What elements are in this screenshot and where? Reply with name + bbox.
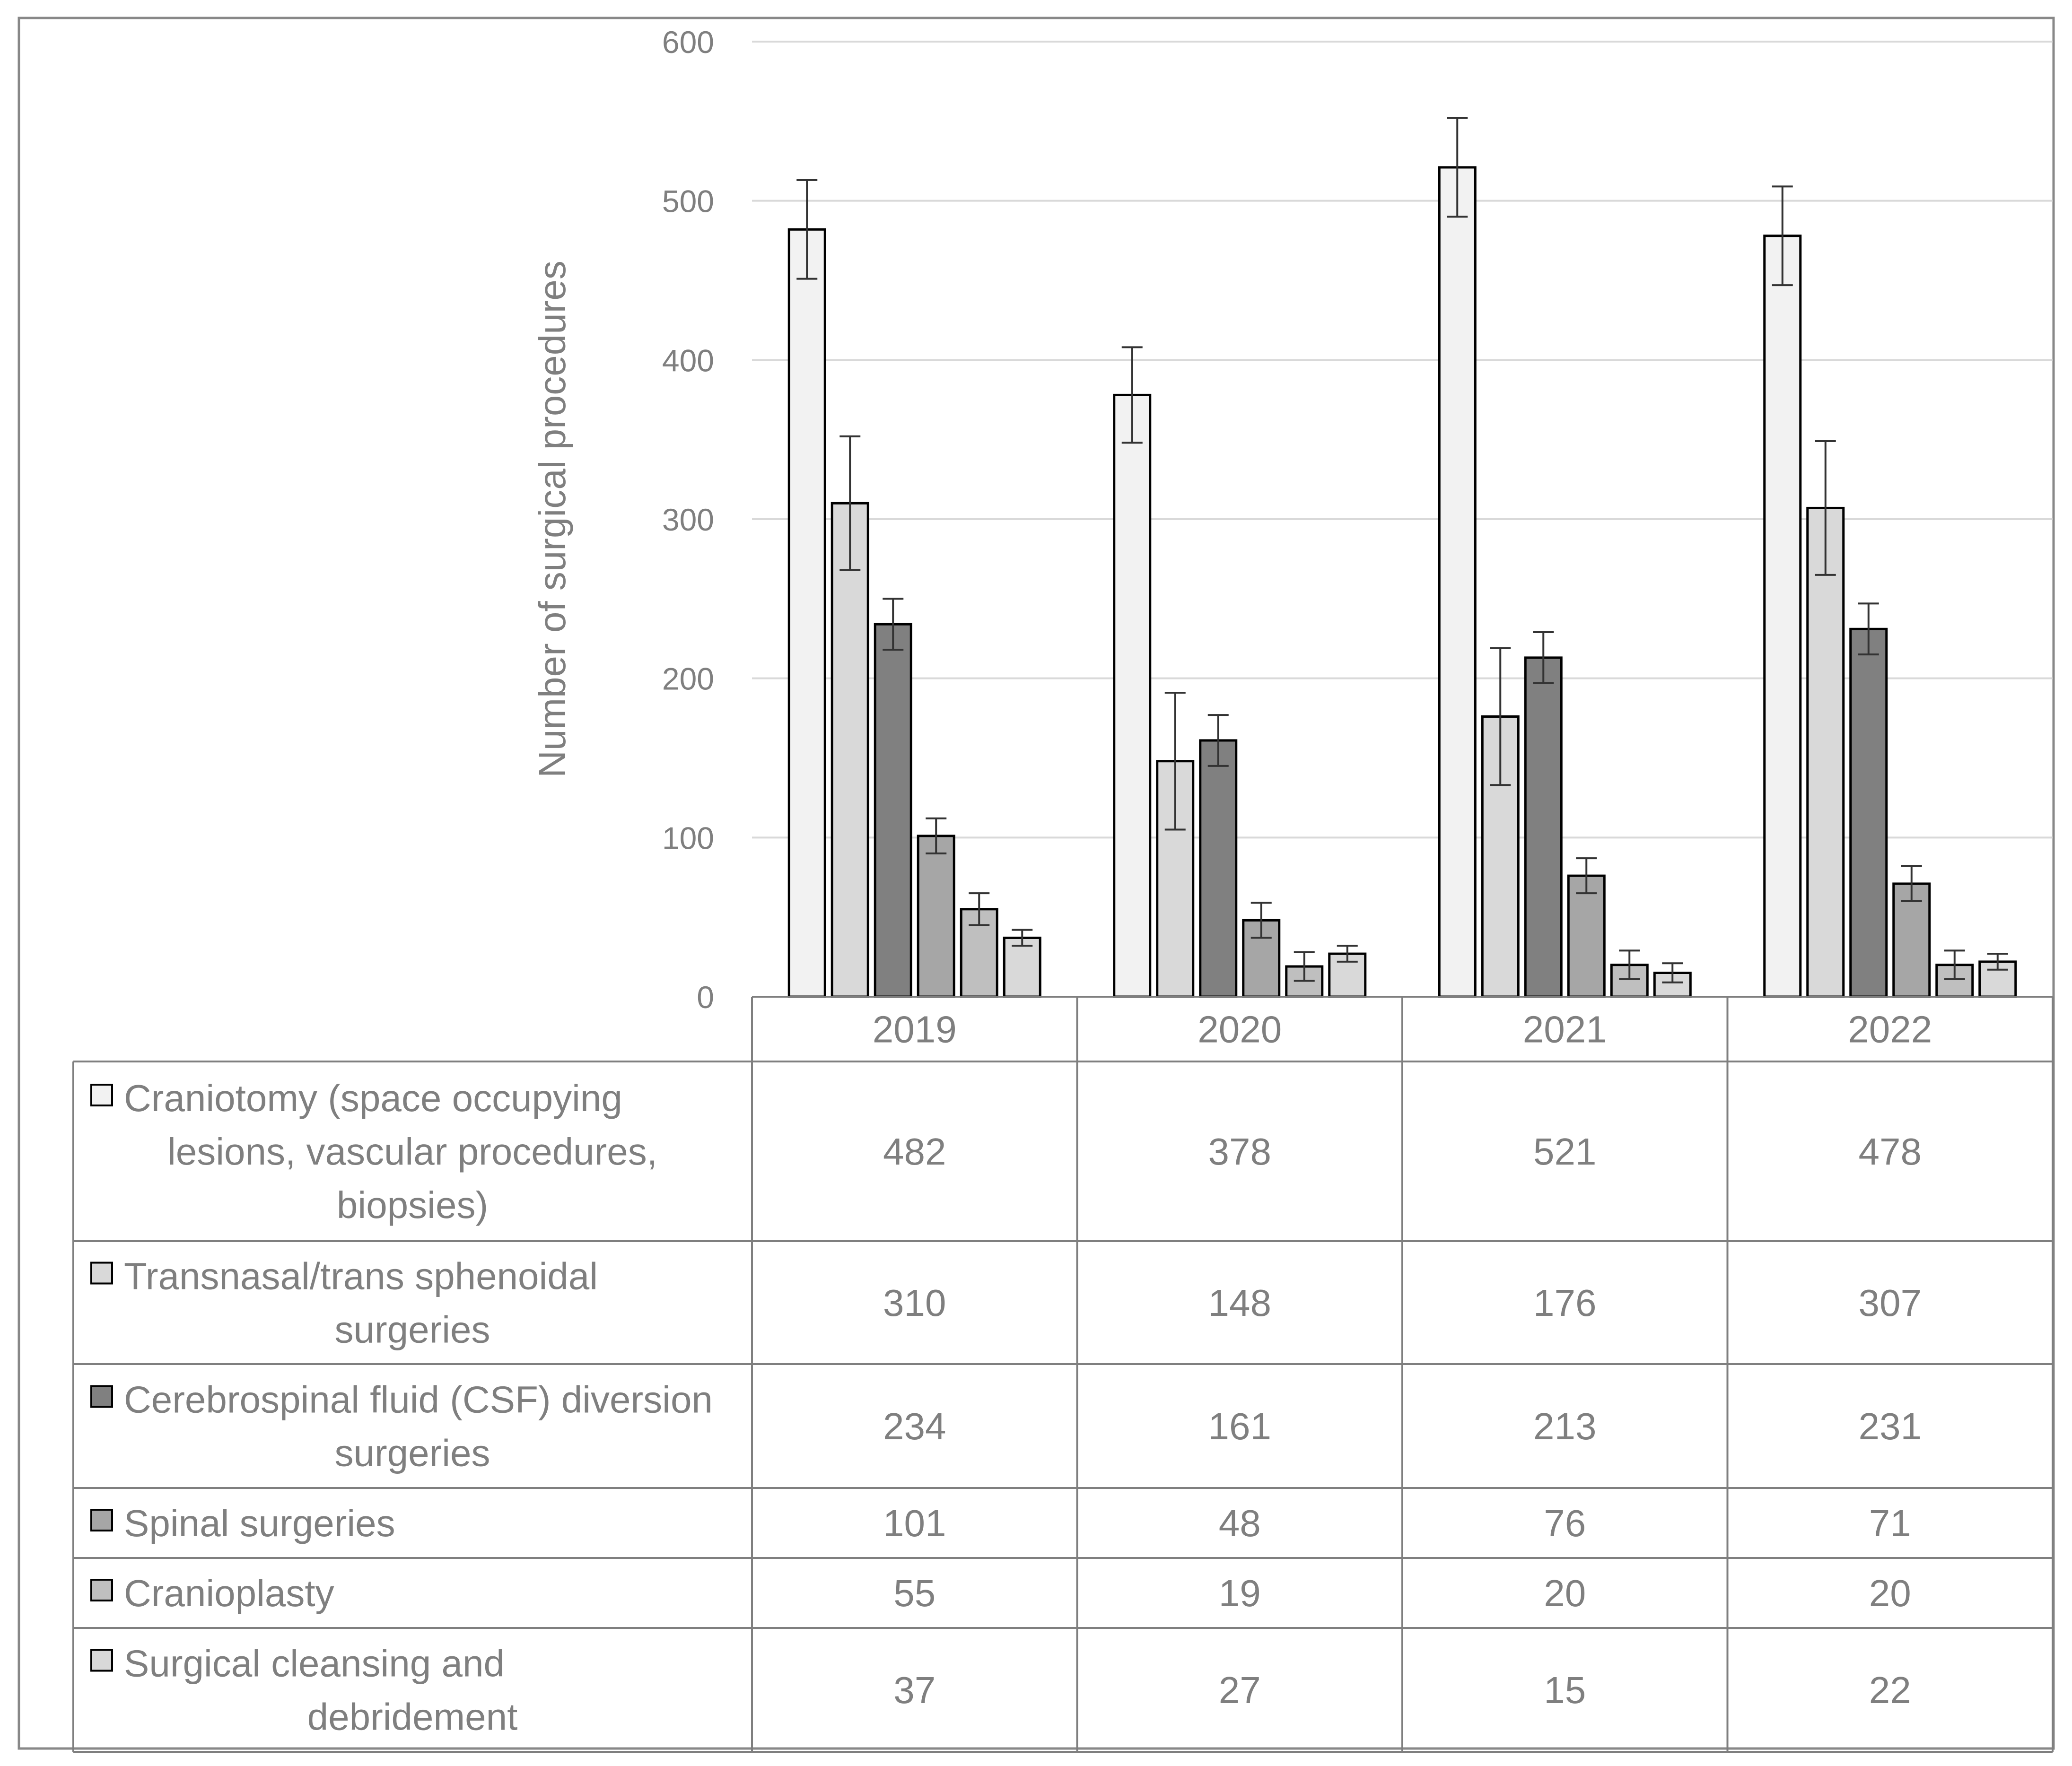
legend-swatch — [90, 1261, 113, 1285]
legend-swatch — [90, 1509, 113, 1531]
bar — [1567, 874, 1606, 998]
y-tick-label: 100 — [662, 820, 714, 855]
y-axis: 0 100 200 300 400 500 600 Number of surgical pr… — [531, 25, 714, 1015]
legend-label: Spinal surgeries — [124, 1502, 395, 1544]
legend-swatch — [90, 1579, 113, 1601]
table-value: 307 — [1859, 1282, 1922, 1324]
table-value: 521 — [1533, 1131, 1596, 1173]
legend-swatch — [90, 1084, 113, 1106]
legend-label: Craniotomy (space occupying — [124, 1077, 622, 1119]
bars — [787, 166, 2017, 998]
table-value: 20 — [1869, 1572, 1911, 1614]
y-tick-label: 600 — [662, 25, 714, 60]
x-category-label: 2019 — [873, 1009, 957, 1051]
legend-swatch — [90, 1385, 113, 1408]
x-category-label: 2020 — [1198, 1009, 1282, 1051]
legend-label: Transnasal/trans sphenoidal — [124, 1255, 598, 1297]
table-value: 213 — [1533, 1405, 1596, 1447]
chart-frame — [17, 17, 2055, 1750]
bar — [1806, 506, 1845, 998]
bar — [1524, 656, 1563, 998]
y-tick-label: 0 — [697, 980, 714, 1015]
x-category-label: 2022 — [1848, 1009, 1932, 1051]
y-tick-label: 500 — [662, 184, 714, 219]
table-value: 148 — [1208, 1282, 1271, 1324]
y-tick-label: 400 — [662, 343, 714, 378]
table-value: 20 — [1544, 1572, 1586, 1614]
table-value: 27 — [1219, 1669, 1261, 1711]
table-value: 37 — [893, 1669, 935, 1711]
legend-swatch — [90, 1649, 113, 1672]
legend-label: Surgical cleansing and — [124, 1643, 505, 1685]
legend-label: debridement — [307, 1696, 518, 1738]
x-category-label: 2021 — [1523, 1009, 1607, 1051]
table-value: 48 — [1219, 1502, 1261, 1544]
table-value: 55 — [893, 1572, 935, 1614]
bar — [1113, 393, 1152, 998]
bar — [1763, 235, 1802, 998]
legend-label: lesions, vascular procedures, — [167, 1131, 657, 1173]
table-value: 22 — [1869, 1669, 1911, 1711]
bar — [874, 623, 912, 998]
table-value: 176 — [1533, 1282, 1596, 1324]
bar — [1438, 166, 1477, 998]
table-value: 231 — [1859, 1405, 1922, 1447]
legend-label: surgeries — [334, 1309, 490, 1351]
table-value: 478 — [1859, 1131, 1922, 1173]
table-value: 19 — [1219, 1572, 1261, 1614]
legend-label: Cerebrospinal fluid (CSF) diversion — [124, 1379, 713, 1421]
y-axis-title: Number of surgical procedures — [531, 261, 573, 778]
bar — [1199, 739, 1238, 998]
table-value: 76 — [1544, 1502, 1586, 1544]
table-value: 310 — [883, 1282, 946, 1324]
table-value: 378 — [1208, 1131, 1271, 1173]
bar — [787, 228, 826, 998]
legend-label: surgeries — [334, 1432, 490, 1474]
legend-label: biopsies) — [337, 1184, 488, 1226]
error-bars — [796, 117, 2008, 983]
bar — [917, 835, 955, 998]
bar — [831, 502, 869, 998]
y-tick-label: 300 — [662, 502, 714, 537]
y-tick-label: 200 — [662, 661, 714, 696]
bar — [1849, 627, 1888, 998]
table-value: 15 — [1544, 1669, 1586, 1711]
table-value: 161 — [1208, 1405, 1271, 1447]
table-value: 234 — [883, 1405, 946, 1447]
bar — [1892, 882, 1931, 998]
table-value: 482 — [883, 1131, 946, 1173]
legend-label: Cranioplasty — [124, 1572, 334, 1614]
table-value: 71 — [1869, 1502, 1911, 1544]
table-value: 101 — [883, 1502, 946, 1544]
